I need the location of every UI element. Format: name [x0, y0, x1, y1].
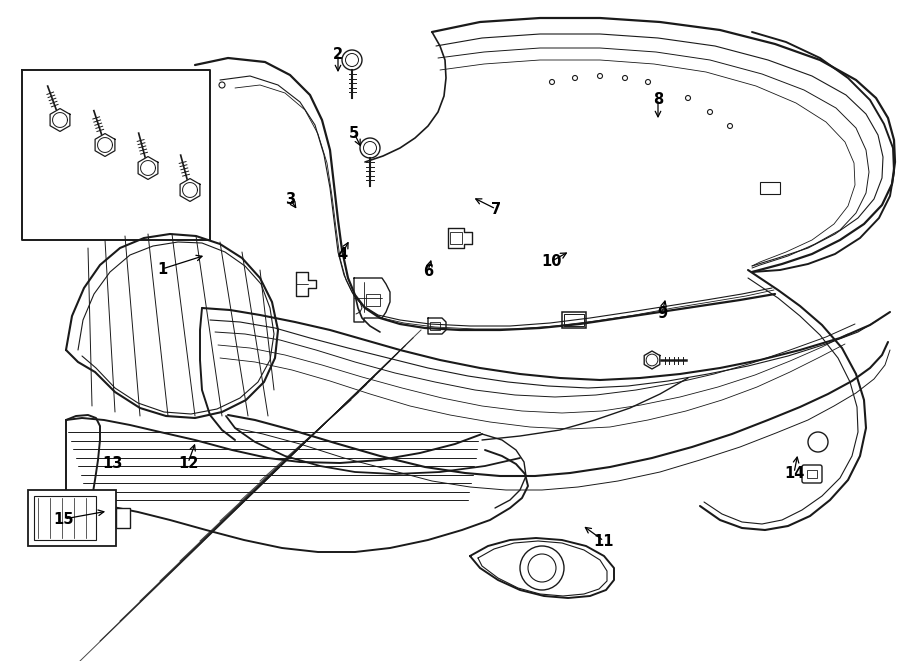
Bar [366, 294, 380, 306]
Text: 8: 8 [652, 91, 663, 106]
Text: 3: 3 [285, 192, 295, 206]
Text: 7: 7 [491, 202, 501, 217]
Text: 13: 13 [102, 455, 122, 471]
FancyBboxPatch shape [116, 508, 130, 528]
Bar [807, 470, 817, 478]
Text: 1: 1 [157, 262, 167, 276]
FancyBboxPatch shape [28, 490, 116, 546]
Text: 15: 15 [54, 512, 74, 527]
FancyBboxPatch shape [802, 465, 822, 483]
FancyBboxPatch shape [34, 496, 96, 540]
Text: 9: 9 [657, 305, 667, 321]
Text: 4: 4 [337, 247, 347, 262]
Text: 5: 5 [349, 126, 359, 141]
Text: 6: 6 [423, 264, 433, 278]
Bar [760, 182, 780, 194]
Bar [430, 322, 440, 330]
Bar [450, 232, 462, 244]
Text: 11: 11 [594, 533, 614, 549]
Text: 14: 14 [784, 465, 805, 481]
Text: 10: 10 [542, 254, 562, 268]
Bar [562, 312, 586, 328]
Text: 2: 2 [333, 46, 343, 61]
Bar [564, 314, 584, 326]
Text: 12: 12 [178, 455, 198, 471]
